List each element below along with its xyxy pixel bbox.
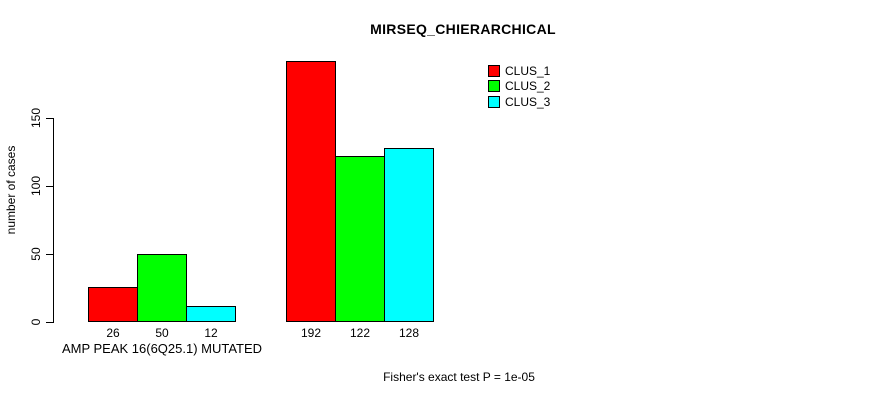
y-tick-label: 0: [29, 318, 43, 326]
bar-value-label: 26: [106, 326, 120, 340]
y-axis: [53, 118, 54, 323]
bar-clus_2-group2: [335, 156, 385, 322]
bar-value-label: 128: [398, 326, 420, 340]
bar-value-label: 12: [204, 326, 218, 340]
legend-item-clus_2: CLUS_2: [488, 79, 551, 94]
legend-item-clus_3: CLUS_3: [488, 94, 551, 109]
bar-clus_2-group1: [137, 254, 187, 322]
legend-swatch: [488, 65, 500, 78]
legend-swatch: [488, 80, 500, 93]
bar-value-label: 192: [300, 326, 322, 340]
y-tick-mark: [46, 321, 53, 323]
bar-value-label: 122: [349, 326, 371, 340]
y-tick-label: 100: [29, 175, 43, 197]
annotation-text: Fisher's exact test P = 1e-05: [383, 370, 535, 384]
legend-swatch: [488, 95, 500, 108]
bar-clus_3-group1: [186, 306, 236, 322]
bar-clus_3-group2: [384, 148, 434, 322]
y-tick-mark: [46, 253, 53, 255]
y-tick-label: 50: [29, 247, 43, 261]
y-tick-label: 150: [29, 107, 43, 129]
y-tick-mark: [46, 185, 53, 187]
legend: CLUS_1 CLUS_2 CLUS_3: [488, 65, 550, 108]
bar-value-label: 50: [155, 326, 169, 340]
legend-label: CLUS_1: [505, 64, 551, 79]
legend-label: CLUS_2: [505, 79, 551, 94]
chart-title: MIRSEQ_CHIERARCHICAL: [370, 21, 556, 37]
y-axis-label: number of cases: [4, 145, 18, 235]
y-tick-mark: [46, 117, 53, 119]
legend-item-clus_1: CLUS_1: [488, 64, 551, 79]
bar-clus_1-group1: [88, 287, 138, 322]
category-label: AMP PEAK 16(6Q25.1) MUTATED: [61, 341, 263, 356]
legend-label: CLUS_3: [505, 94, 551, 109]
bar-clus_1-group2: [286, 61, 336, 322]
